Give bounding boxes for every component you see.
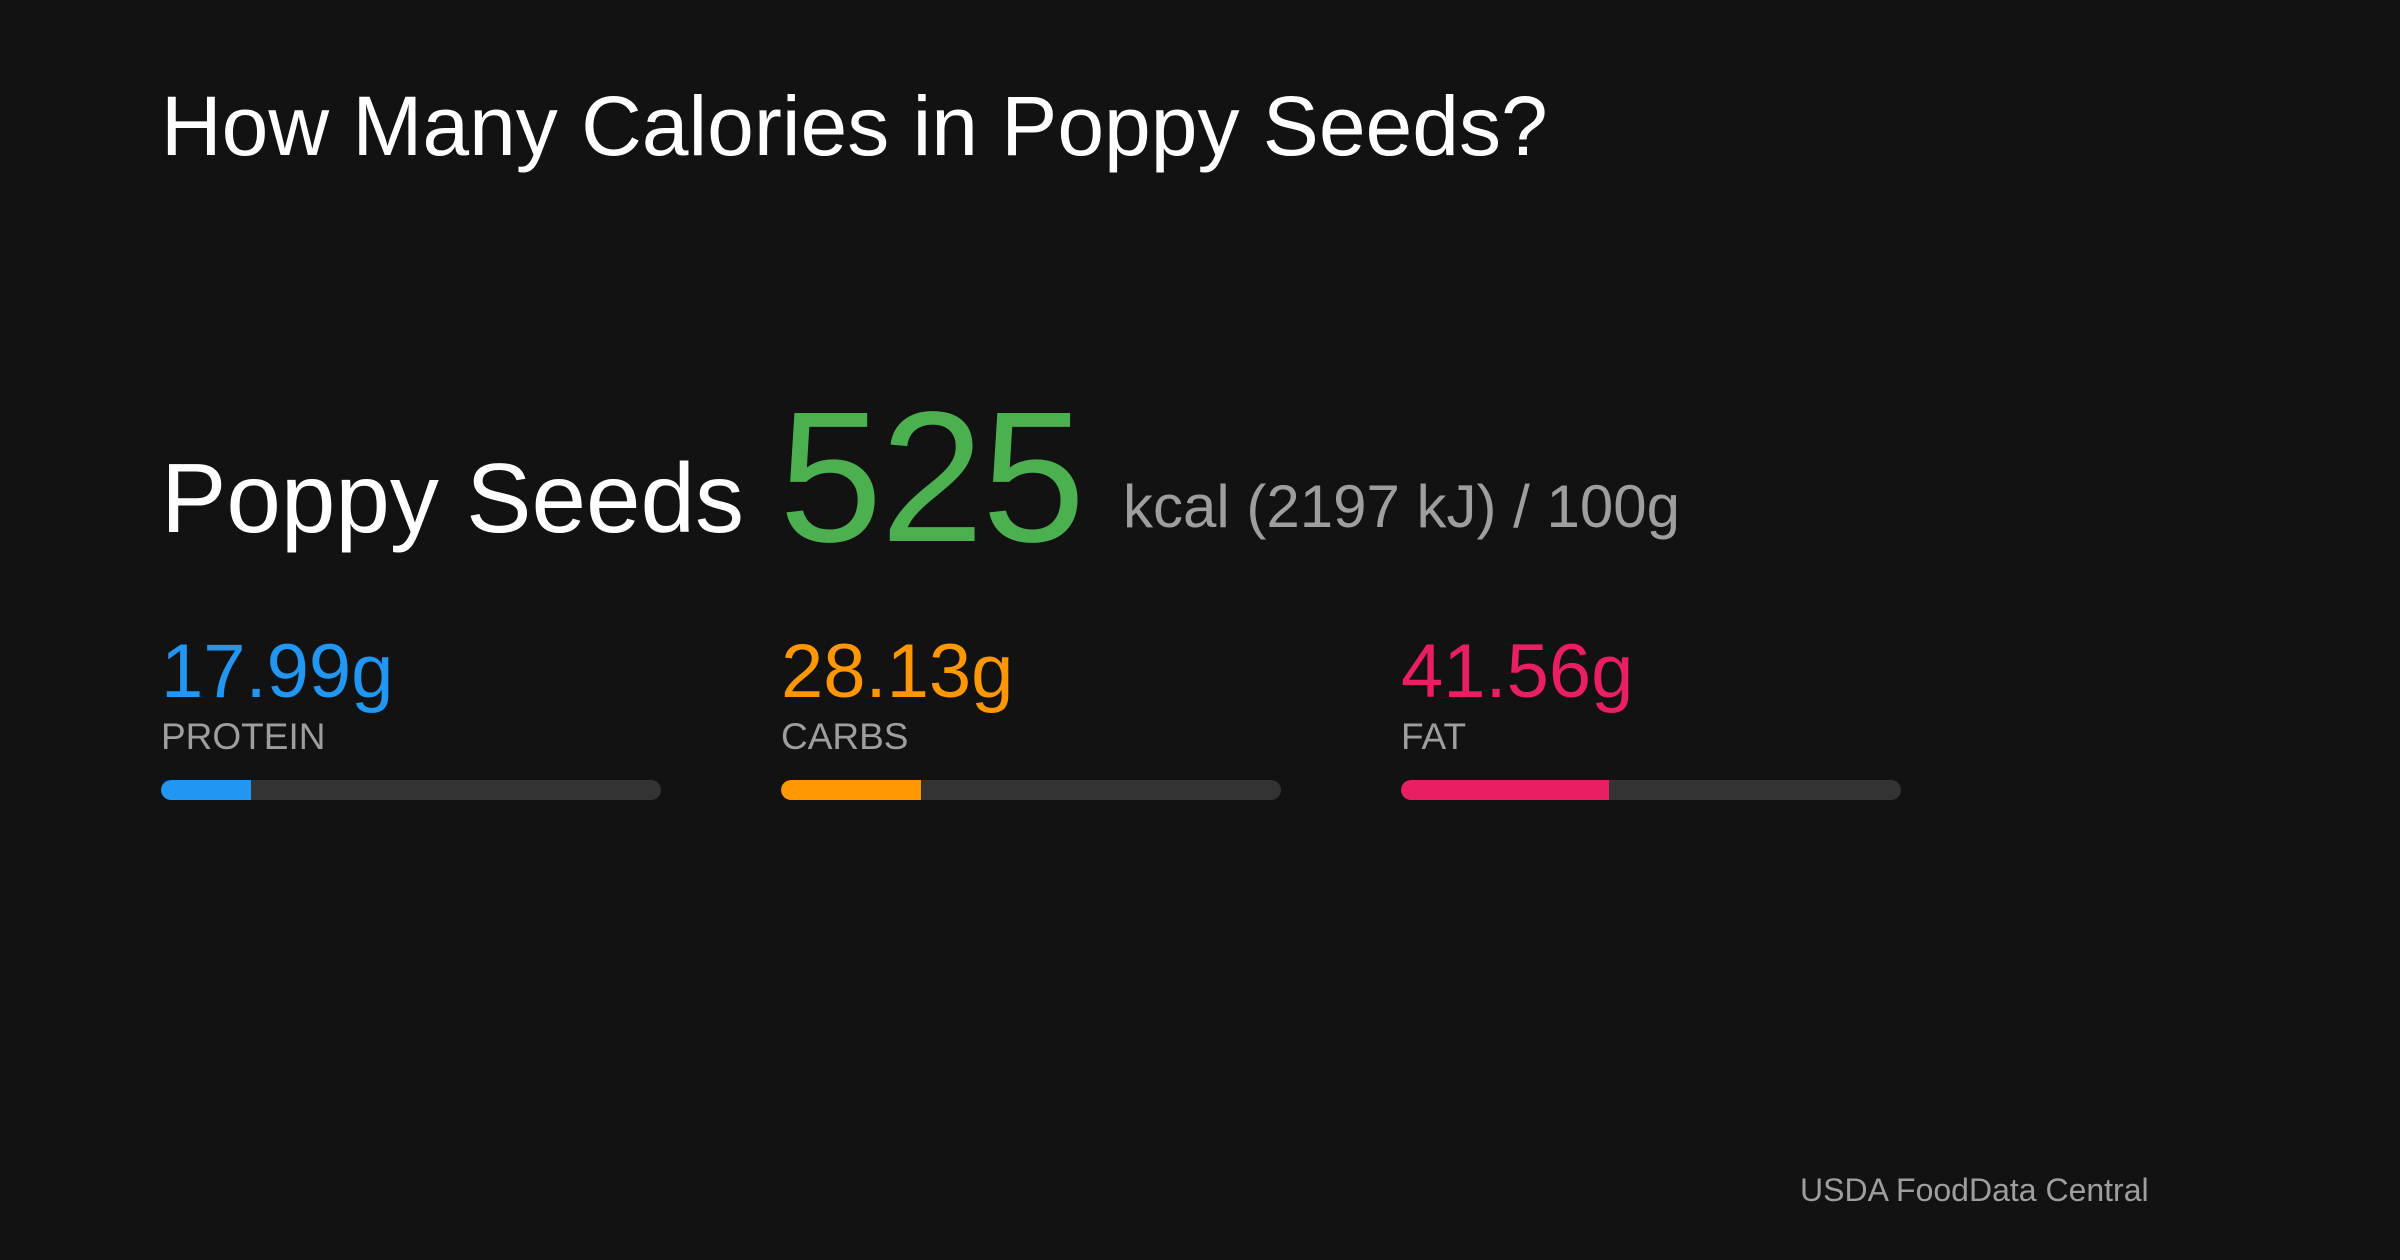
macro-carbs: 28.13g CARBS (781, 634, 1281, 804)
progress-bar-track (161, 780, 661, 800)
progress-bar-fill (781, 780, 921, 800)
energy-unit-label: kcal (2197 kJ) / 100g (1123, 473, 1680, 540)
calorie-value: 525 (779, 374, 1085, 581)
source-credit: USDA FoodData Central (1800, 1172, 2149, 1208)
macro-label: FAT (1401, 716, 1467, 757)
progress-bar-track (1401, 780, 1901, 800)
page-title: How Many Calories in Poppy Seeds? (161, 79, 1548, 173)
food-name: Poppy Seeds (161, 443, 744, 553)
macro-fat: 41.56g FAT (1401, 634, 1901, 804)
macro-protein: 17.99g PROTEIN (161, 634, 661, 804)
macro-value: 41.56g (1401, 629, 1634, 714)
macronutrient-panel: 17.99g PROTEIN 28.13g CARBS 41.56g FAT (161, 634, 1901, 804)
macro-label: CARBS (781, 716, 909, 757)
macro-value: 17.99g (161, 629, 394, 714)
progress-bar-track (781, 780, 1281, 800)
macro-label: PROTEIN (161, 716, 326, 757)
macro-value: 28.13g (781, 629, 1014, 714)
progress-bar-fill (1401, 780, 1609, 800)
progress-bar-fill (161, 780, 251, 800)
